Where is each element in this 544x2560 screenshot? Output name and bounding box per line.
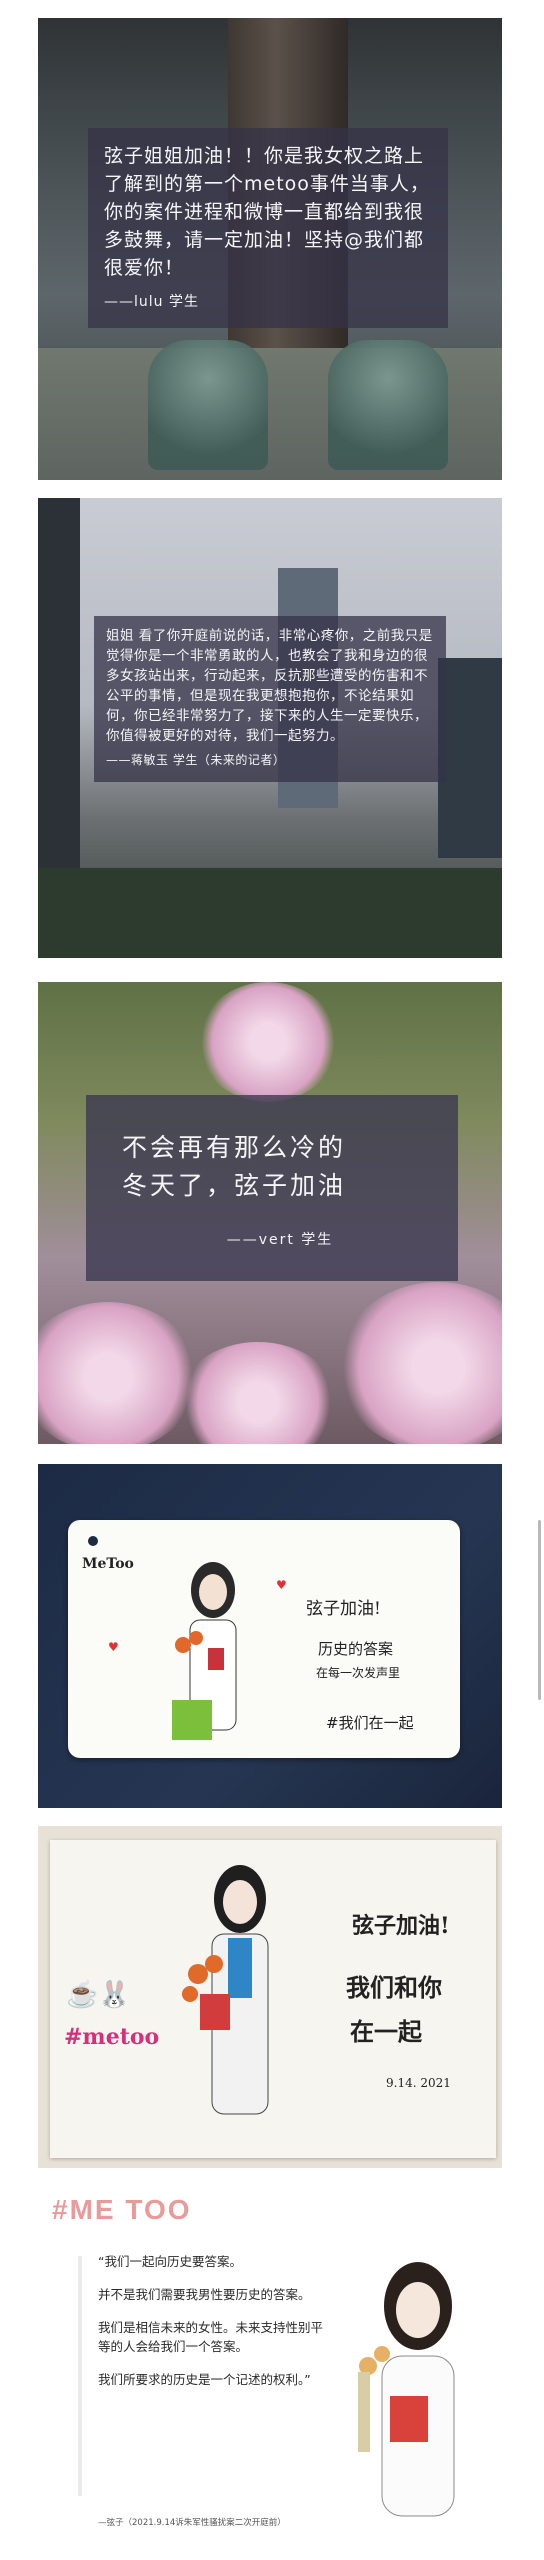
message-text: 弦子姐姐加油！！你是我女权之路上了解到的第一个metoo事件当事人，你的案件进程… (104, 145, 430, 279)
photo-sky-buildings: 姐姐 看了你开庭前说的话，非常心疼你，之前我只是觉得你是一个非常勇敢的人，也教会… (38, 498, 502, 958)
card-line-4: #我们在一起 (326, 1714, 414, 1732)
card-hole (88, 1536, 98, 1546)
paper-line-3: 在一起 (350, 2017, 422, 2046)
message-card: 弦子姐姐加油！！你是我女权之路上了解到的第一个metoo事件当事人，你的案件进程… (88, 128, 448, 328)
woman-illustration-icon (358, 2262, 455, 2517)
postcard: MeToo 弦子加油! 历史的答案 在每一次发声里 #我们在一起 ♥ ♥ (68, 1520, 460, 1758)
building-left (38, 498, 80, 878)
photo-tree-bouquets: 弦子姐姐加油！！你是我女权之路上了解到的第一个metoo事件当事人，你的案件进程… (38, 18, 502, 480)
paper-date: 9.14. 2021 (386, 2076, 451, 2090)
message-signature: ——蒋敏玉 学生（未来的记者） (106, 753, 286, 767)
paper-line-1: 弦子加油! (352, 1913, 450, 1939)
bouquet-right (328, 340, 448, 470)
flower-cluster (198, 982, 338, 1102)
quote-poster: #ME TOO “我们一起向历史要答案。 并不是我们需要我男性要历史的答案。 我… (38, 2186, 502, 2542)
card-brand: MeToo (82, 1556, 134, 1572)
poster-title: #ME TOO (52, 2194, 192, 2225)
woman-with-bouquet-drawing-icon (182, 1865, 269, 2115)
mug-bunny-icon: ☕🐰 (66, 1980, 131, 2010)
message-signature: ——vert 学生 (226, 1232, 334, 1248)
scrollbar[interactable] (538, 1520, 541, 1700)
photo-flowers: 不会再有那么冷的 冬天了，弦子加油 ——vert 学生 (38, 982, 502, 1444)
drawing-paper: ☕🐰 #metoo 弦子加油! 我们和你 在一起 9.14. 2021 (50, 1840, 496, 2158)
message-text: 姐姐 看了你开庭前说的话，非常心疼你，之前我只是觉得你是一个非常勇敢的人，也教会… (106, 628, 433, 744)
quote-block: “我们一起向历史要答案。 并不是我们需要我男性要历史的答案。 我们是相信未来的女… (98, 2252, 328, 2403)
woman-drawing-icon (172, 1562, 237, 1740)
message-line-2: 冬天了，弦子加油 (122, 1171, 347, 1200)
message-line-1: 不会再有那么冷的 (122, 1133, 347, 1162)
quote-decoration (78, 2256, 82, 2496)
building-right (438, 658, 502, 858)
heart-icon: ♥ (276, 1578, 287, 1592)
message-card: 不会再有那么冷的 冬天了，弦子加油 ——vert 学生 (86, 1095, 458, 1281)
message-card: 姐姐 看了你开庭前说的话，非常心疼你，之前我只是觉得你是一个非常勇敢的人，也教会… (94, 616, 446, 782)
photo-drawn-card: MeToo 弦子加油! 历史的答案 在每一次发声里 #我们在一起 ♥ ♥ (38, 1464, 502, 1808)
card-line-2: 历史的答案 (318, 1640, 394, 1658)
heart-icon: ♥ (108, 1640, 119, 1654)
quote-paragraph-2: 并不是我们需要我男性要历史的答案。 (98, 2287, 311, 2302)
card-line-3: 在每一次发声里 (316, 1666, 401, 1680)
quote-paragraph-1: “我们一起向历史要答案。 (98, 2254, 242, 2269)
flower-cluster (338, 1282, 502, 1444)
photo-drawing-paper: ☕🐰 #metoo 弦子加油! 我们和你 在一起 9.14. 2021 (38, 1826, 502, 2168)
card-line-1: 弦子加油! (306, 1599, 381, 1619)
paper-line-2: 我们和你 (346, 1973, 442, 2002)
flower-cluster (38, 1302, 198, 1444)
trees (38, 868, 502, 958)
metoo-tag: #metoo (64, 2024, 160, 2050)
quote-paragraph-4: 我们所要求的历史是一个记述的权利。” (98, 2372, 311, 2387)
bouquet-left (148, 340, 268, 470)
flower-cluster (178, 1342, 338, 1444)
quote-paragraph-3: 我们是相信未来的女性。未来支持性别平等的人会给我们一个答案。 (98, 2320, 324, 2354)
message-signature: ——lulu 学生 (104, 294, 199, 310)
quote-footer: —弦子（2021.9.14诉朱军性骚扰案二次开庭前） (98, 2518, 286, 2528)
